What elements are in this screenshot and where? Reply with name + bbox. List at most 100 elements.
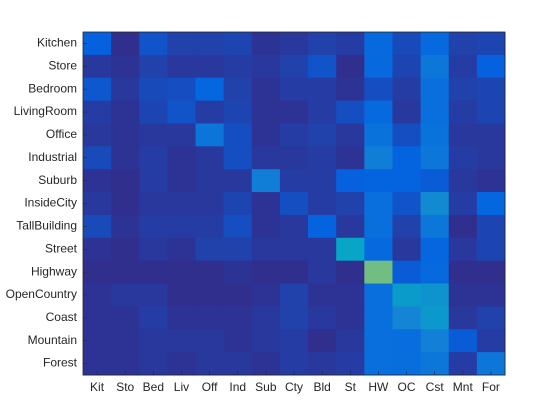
x-tick-label: Kit	[90, 380, 105, 394]
cell	[279, 54, 309, 79]
cell	[308, 260, 337, 285]
cell	[364, 169, 393, 193]
cell	[195, 123, 225, 147]
cell	[167, 329, 197, 353]
cell	[111, 100, 140, 124]
cell	[364, 77, 393, 102]
x-tick-label: For	[482, 380, 500, 394]
cell	[336, 260, 365, 285]
cell	[392, 352, 422, 376]
cell	[279, 146, 309, 170]
cell	[111, 192, 140, 216]
cell	[251, 54, 281, 79]
cell	[308, 352, 337, 376]
cell	[251, 77, 281, 102]
cell	[195, 77, 225, 102]
cell	[308, 329, 337, 353]
cell	[139, 260, 168, 285]
cell	[279, 283, 309, 307]
cell	[308, 192, 337, 216]
cell	[83, 100, 112, 124]
cell	[111, 32, 140, 56]
cell	[195, 329, 225, 353]
cell	[448, 237, 478, 262]
cell	[476, 100, 506, 124]
cell	[336, 306, 365, 330]
cell	[279, 77, 309, 102]
cell	[364, 260, 393, 285]
cell	[476, 329, 506, 353]
cell	[336, 237, 365, 262]
cell	[364, 306, 393, 330]
cell	[139, 54, 168, 79]
cell	[279, 123, 309, 147]
cell	[223, 100, 253, 124]
cell	[308, 32, 337, 56]
cell	[364, 237, 393, 262]
cell	[392, 54, 422, 79]
cell	[83, 283, 112, 307]
cell	[167, 54, 197, 79]
cell	[392, 214, 422, 239]
cell	[476, 352, 506, 376]
cell	[111, 146, 140, 170]
y-tick-label: Street	[45, 241, 78, 255]
cell	[476, 214, 506, 239]
cell	[336, 54, 365, 79]
x-tick-label: Cty	[285, 380, 303, 394]
cell	[448, 77, 478, 102]
y-tick-label: Kitchen	[37, 36, 77, 50]
cell	[139, 77, 168, 102]
cell	[139, 214, 168, 239]
cell	[308, 100, 337, 124]
cell	[420, 283, 450, 307]
cell	[364, 32, 393, 56]
cell	[83, 123, 112, 147]
cell	[167, 260, 197, 285]
cell	[223, 32, 253, 56]
cell	[139, 306, 168, 330]
cell	[279, 192, 309, 216]
y-tick-label: InsideCity	[24, 196, 77, 210]
cell	[83, 77, 112, 102]
y-tick-label: Suburb	[38, 173, 77, 187]
cell	[195, 54, 225, 79]
cell	[364, 146, 393, 170]
cell	[364, 123, 393, 147]
cell	[420, 214, 450, 239]
cell	[111, 352, 140, 376]
cell	[195, 146, 225, 170]
cell	[420, 169, 450, 193]
cell	[223, 237, 253, 262]
cell	[336, 32, 365, 56]
cell	[364, 54, 393, 79]
cell	[83, 32, 112, 56]
cell	[139, 169, 168, 193]
cell	[336, 352, 365, 376]
cell	[308, 306, 337, 330]
cell	[476, 32, 506, 56]
x-tick-label: Cst	[426, 380, 445, 394]
cell	[420, 306, 450, 330]
cell	[111, 283, 140, 307]
cell	[195, 32, 225, 56]
cell	[139, 192, 168, 216]
cell	[336, 123, 365, 147]
cell	[420, 352, 450, 376]
cell	[139, 32, 168, 56]
cell	[251, 192, 281, 216]
x-tick-label: Off	[202, 380, 218, 394]
y-tick-label: Forest	[43, 356, 78, 370]
cell	[251, 352, 281, 376]
cell	[392, 169, 422, 193]
cell	[476, 146, 506, 170]
cell	[167, 237, 197, 262]
cell	[223, 123, 253, 147]
cell	[251, 260, 281, 285]
x-tick-label: Ind	[229, 380, 246, 394]
cell	[336, 146, 365, 170]
cell	[420, 237, 450, 262]
cell	[364, 192, 393, 216]
cell	[139, 100, 168, 124]
cell	[83, 169, 112, 193]
